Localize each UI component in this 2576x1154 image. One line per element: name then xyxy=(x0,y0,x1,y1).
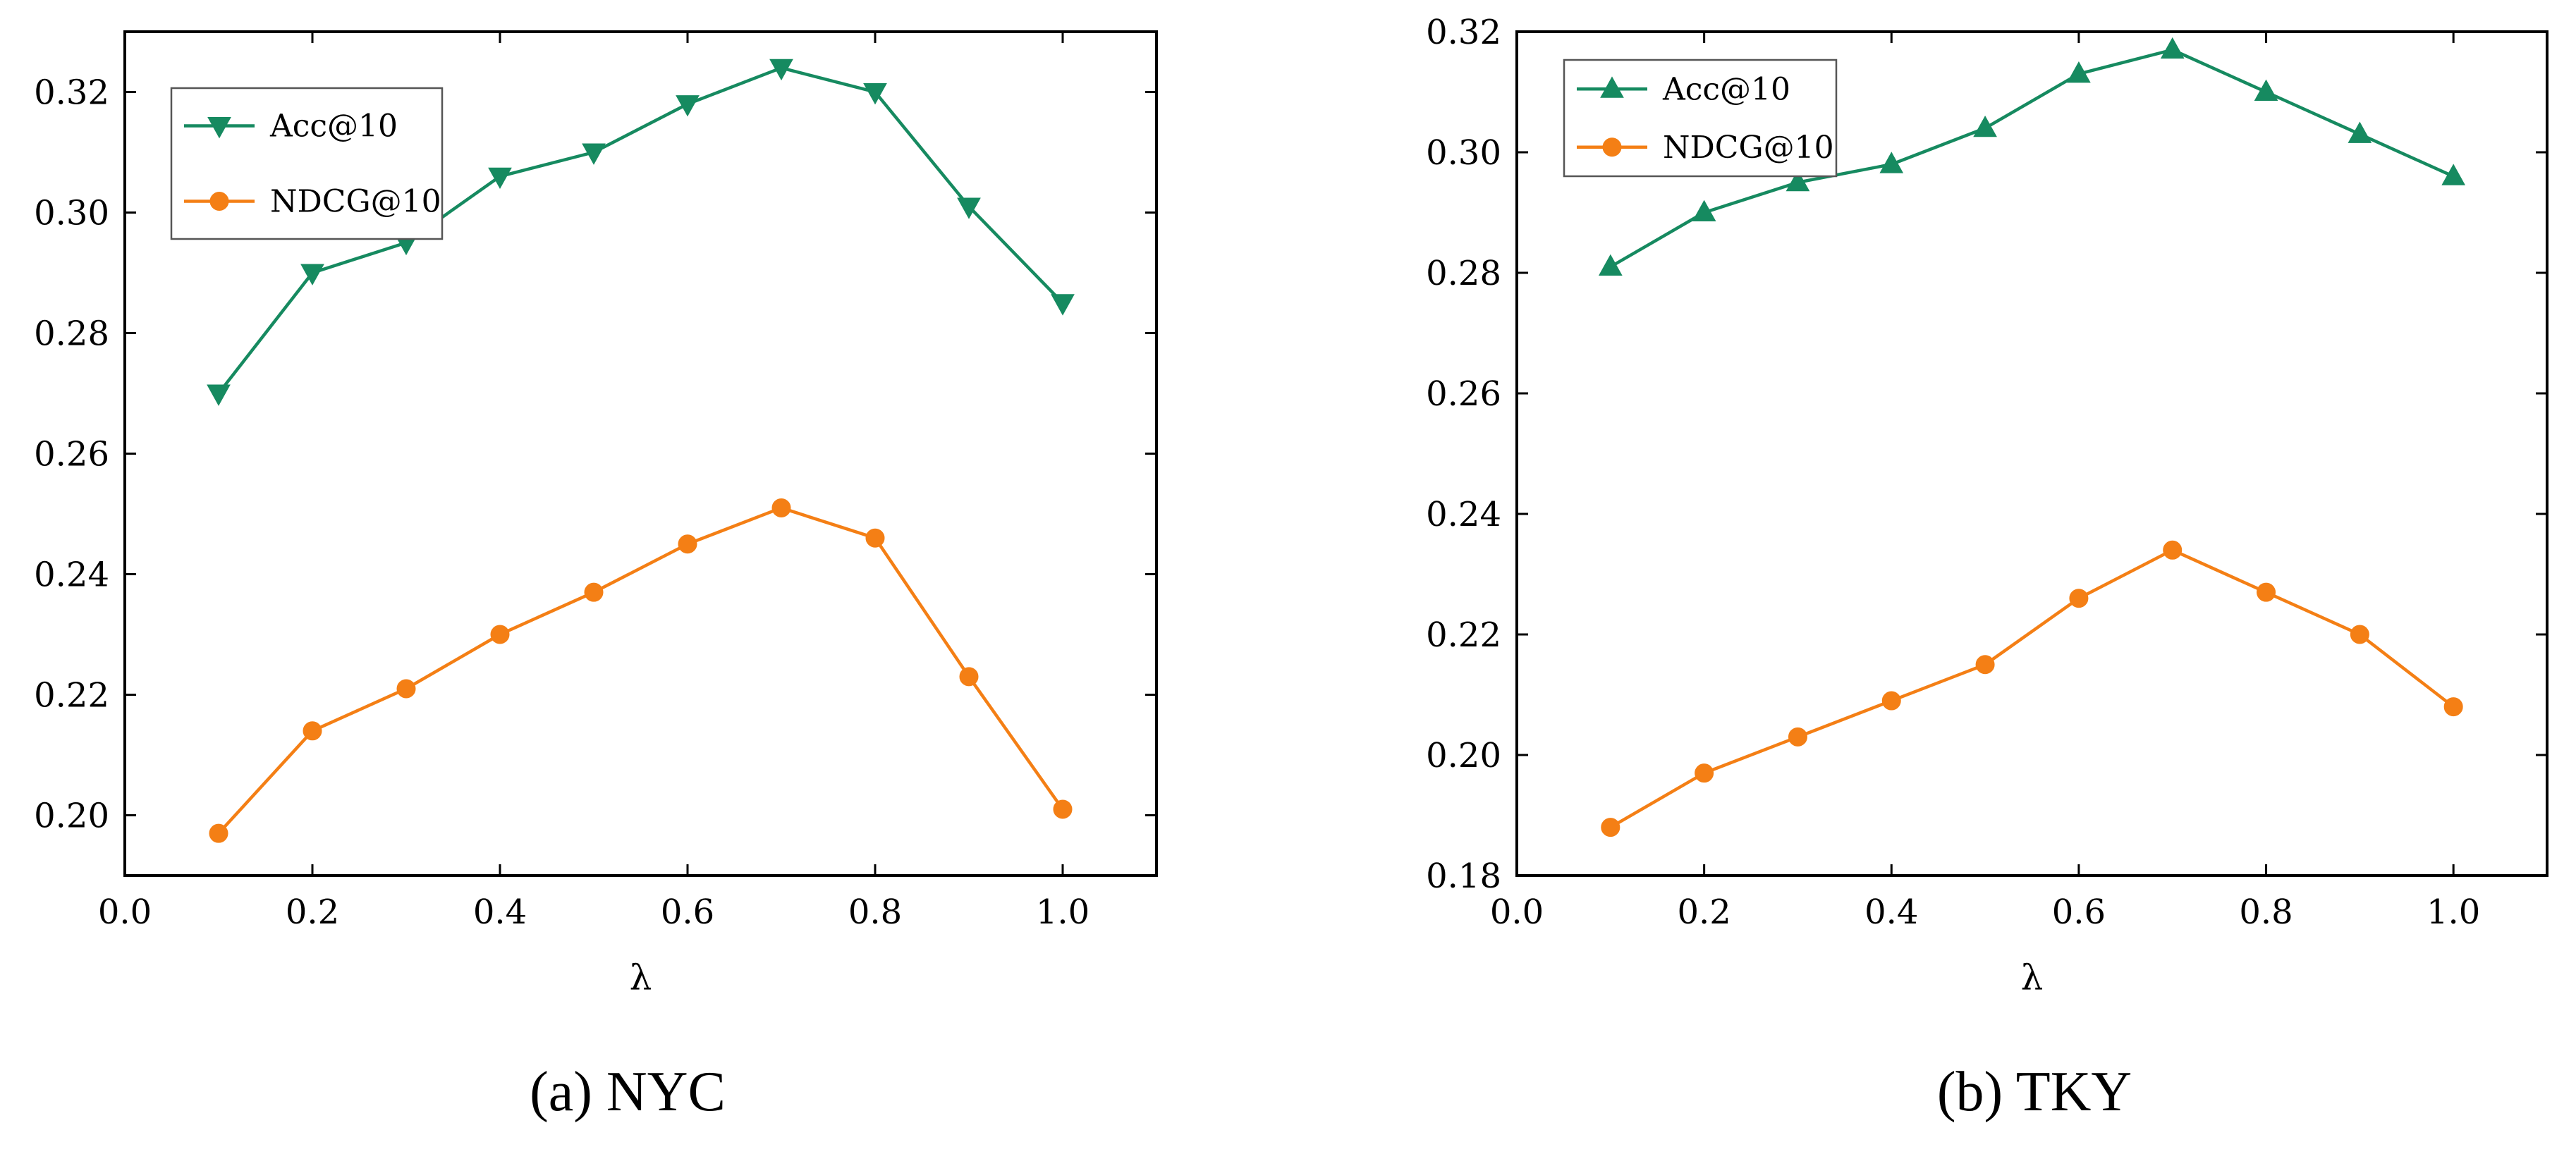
legend-label: Acc@10 xyxy=(1662,71,1790,107)
data-point-ndcg-10 xyxy=(303,721,322,741)
y-tick-label: 0.32 xyxy=(1426,13,1501,52)
legend-box xyxy=(1563,59,1838,178)
y-tick-label: 0.18 xyxy=(1426,857,1501,896)
data-point-ndcg-10 xyxy=(1695,763,1714,783)
data-point-acc-10 xyxy=(2348,121,2372,143)
chart-nyc: 0.20 0.22 0.24 0.26 0.28 0.30 0.32 0.0 0.2 0.4 0.6… xyxy=(34,30,1158,1123)
data-point-acc-10 xyxy=(1051,294,1075,316)
x-axis-label: λ xyxy=(630,957,652,998)
data-point-ndcg-10 xyxy=(1788,727,1807,747)
y-tick-label: 0.22 xyxy=(34,676,109,716)
y-tick-label: 0.22 xyxy=(1426,615,1501,655)
data-point-ndcg-10 xyxy=(959,667,979,687)
x-tick-label: 0.8 xyxy=(2239,892,2293,932)
x-tick-label: 0.0 xyxy=(98,892,152,932)
x-tick-label: 0.4 xyxy=(1864,892,1918,932)
y-tick-label: 0.26 xyxy=(1426,374,1501,414)
x-tick-label: 0.2 xyxy=(286,892,339,932)
data-point-ndcg-10 xyxy=(1053,799,1073,819)
data-point-acc-10 xyxy=(676,95,700,117)
data-point-ndcg-10 xyxy=(490,625,510,644)
y-tick-label: 0.28 xyxy=(34,314,109,354)
data-point-ndcg-10 xyxy=(396,679,416,699)
data-point-acc-10 xyxy=(582,143,606,165)
data-point-acc-10 xyxy=(2254,79,2278,101)
data-point-ndcg-10 xyxy=(209,823,228,843)
legend-label: NDCG@10 xyxy=(1663,130,1834,166)
data-point-acc-10 xyxy=(2160,37,2185,59)
data-point-acc-10 xyxy=(863,83,887,105)
data-point-ndcg-10 xyxy=(2350,625,2369,644)
series-line-ndcg-10 xyxy=(217,506,1064,835)
series-line-acc-10 xyxy=(1609,48,2455,269)
data-point-ndcg-10 xyxy=(1975,655,1995,675)
data-point-ndcg-10 xyxy=(1881,691,1901,711)
y-tick-label: 0.24 xyxy=(34,555,109,595)
y-tick-label: 0.24 xyxy=(1426,495,1501,534)
plot-frame xyxy=(1515,30,2548,877)
y-tick-label: 0.20 xyxy=(1426,736,1501,775)
legend-label: Acc@10 xyxy=(269,109,398,145)
data-point-acc-10 xyxy=(1692,200,1716,221)
data-point-ndcg-10 xyxy=(2443,697,2463,717)
x-tick-label: 0.0 xyxy=(1490,892,1544,932)
y-tick-label: 0.30 xyxy=(1426,133,1501,173)
legend-marker xyxy=(209,192,229,211)
legend-marker xyxy=(207,117,231,139)
data-point-ndcg-10 xyxy=(2163,540,2183,560)
data-point-ndcg-10 xyxy=(584,582,604,602)
data-point-acc-10 xyxy=(1879,152,1904,173)
data-point-acc-10 xyxy=(488,167,512,190)
series-line-ndcg-10 xyxy=(1609,548,2455,829)
legend-box xyxy=(170,87,444,240)
x-tick-label: 1.0 xyxy=(1036,892,1089,932)
x-tick-label: 0.6 xyxy=(661,892,714,932)
y-tick-label: 0.32 xyxy=(34,73,109,113)
x-tick-label: 0.4 xyxy=(473,892,527,932)
chart-caption: (a) NYC xyxy=(530,1061,726,1123)
legend-label: NDCG@10 xyxy=(270,184,441,220)
data-point-acc-10 xyxy=(1598,254,1623,276)
data-point-acc-10 xyxy=(1973,115,1997,137)
legend-marker xyxy=(1600,76,1624,98)
y-tick-label: 0.20 xyxy=(34,797,109,836)
series-line-acc-10 xyxy=(217,66,1064,395)
y-tick-label: 0.26 xyxy=(34,435,109,474)
data-point-acc-10 xyxy=(207,384,231,406)
data-point-acc-10 xyxy=(2441,164,2466,185)
chart-tky: 0.18 0.20 0.22 0.24 0.26 0.28 0.30 0.32 0.0 0.2 0.… xyxy=(1426,13,2548,1123)
data-point-ndcg-10 xyxy=(865,528,885,548)
x-tick-label: 0.2 xyxy=(1677,892,1730,932)
data-point-acc-10 xyxy=(957,197,981,219)
data-point-ndcg-10 xyxy=(678,534,697,554)
data-point-acc-10 xyxy=(300,264,324,286)
x-tick-label: 0.8 xyxy=(848,892,902,932)
legend-marker xyxy=(1602,137,1622,157)
data-point-acc-10 xyxy=(769,59,793,81)
x-axis-label: λ xyxy=(2021,957,2044,998)
data-point-acc-10 xyxy=(2067,61,2091,83)
x-tick-label: 0.6 xyxy=(2052,892,2106,932)
y-tick-label: 0.30 xyxy=(34,194,109,233)
x-tick-label: 1.0 xyxy=(2427,892,2480,932)
data-point-ndcg-10 xyxy=(1601,818,1620,837)
data-point-ndcg-10 xyxy=(2257,582,2276,602)
data-point-acc-10 xyxy=(1786,169,1810,192)
data-point-ndcg-10 xyxy=(771,498,791,517)
data-point-ndcg-10 xyxy=(2069,589,2089,608)
chart-caption: (b) TKY xyxy=(1937,1061,2132,1123)
y-tick-label: 0.28 xyxy=(1426,254,1501,293)
